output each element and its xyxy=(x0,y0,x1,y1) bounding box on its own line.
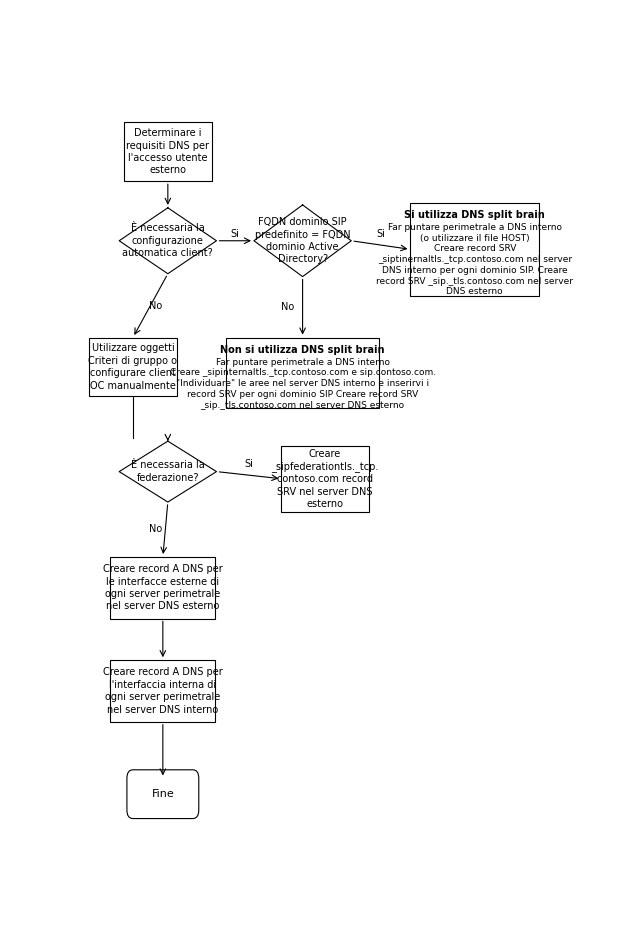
Text: No: No xyxy=(149,524,162,534)
Text: È necessaria la
configurazione
automatica client?: È necessaria la configurazione automatic… xyxy=(122,223,213,258)
FancyBboxPatch shape xyxy=(90,338,176,397)
Text: Far puntare perimetrale a DNS interno
(o utilizzare il file HOST)
Creare record : Far puntare perimetrale a DNS interno (o… xyxy=(376,223,573,296)
Text: No: No xyxy=(281,302,294,312)
FancyBboxPatch shape xyxy=(227,338,379,408)
FancyBboxPatch shape xyxy=(127,770,199,818)
Text: Determinare i
requisiti DNS per
l'accesso utente
esterno: Determinare i requisiti DNS per l'access… xyxy=(126,128,209,175)
Polygon shape xyxy=(119,441,216,502)
Text: Far puntare perimetrale a DNS interno
Creare _sipinternaltls._tcp.contoso.com e : Far puntare perimetrale a DNS interno Cr… xyxy=(169,358,435,410)
Text: Creare record A DNS per
le interfacce esterne di
ogni server perimetrale
nel ser: Creare record A DNS per le interfacce es… xyxy=(103,564,223,612)
Text: Non si utilizza DNS split brain: Non si utilizza DNS split brain xyxy=(220,344,385,355)
Text: Si: Si xyxy=(376,229,385,238)
Text: Creare
_sipfederationtls._tcp.
contoso.com record
SRV nel server DNS
esterno: Creare _sipfederationtls._tcp. contoso.c… xyxy=(271,449,379,509)
Text: Si: Si xyxy=(245,459,253,469)
Polygon shape xyxy=(254,205,351,277)
FancyBboxPatch shape xyxy=(111,660,215,722)
Text: Si: Si xyxy=(231,229,240,238)
FancyBboxPatch shape xyxy=(281,446,369,512)
FancyBboxPatch shape xyxy=(111,557,215,618)
Text: No: No xyxy=(149,301,162,311)
Text: Utilizzare oggetti
Criteri di gruppo o
configurare client
OC manualmente: Utilizzare oggetti Criteri di gruppo o c… xyxy=(88,344,177,390)
Text: FQDN dominio SIP
predefinito = FQDN
dominio Active
Directory?: FQDN dominio SIP predefinito = FQDN domi… xyxy=(255,217,350,264)
Text: È necessaria la
federazione?: È necessaria la federazione? xyxy=(131,461,205,483)
Text: Si utilizza DNS split brain: Si utilizza DNS split brain xyxy=(404,209,545,220)
Polygon shape xyxy=(119,208,216,274)
Text: Fine: Fine xyxy=(151,789,175,799)
FancyBboxPatch shape xyxy=(124,123,211,182)
Text: Creare record A DNS per
l'interfaccia interna di
ogni server perimetrale
nel ser: Creare record A DNS per l'interfaccia in… xyxy=(103,668,223,715)
FancyBboxPatch shape xyxy=(410,203,539,296)
